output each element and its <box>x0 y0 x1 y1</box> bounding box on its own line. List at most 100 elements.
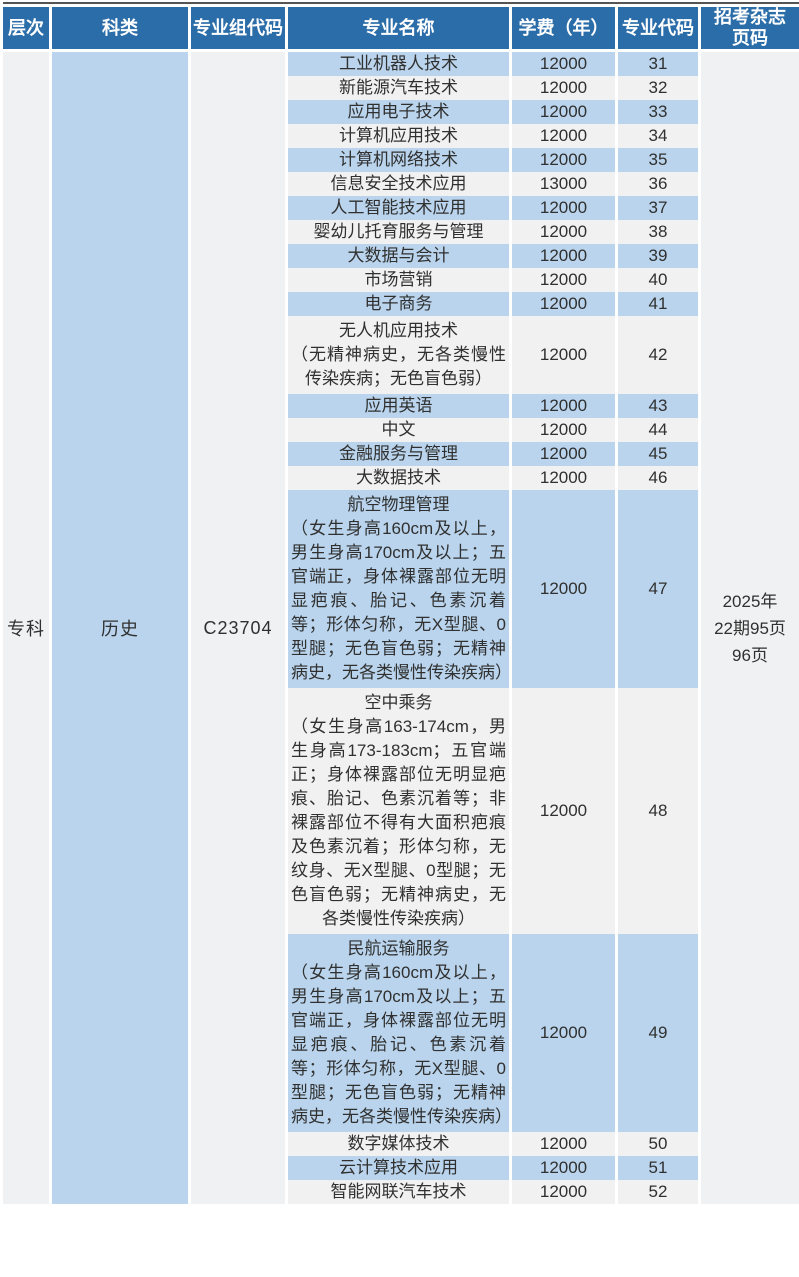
cell-major-code: 46 <box>618 466 701 490</box>
major-requirements-note: （女生身高160cm及以上，男生身高170cm及以上；五官端正，身体裸露部位无明… <box>291 963 512 1126</box>
table-row: 计算机网络技术 12000 35 <box>3 148 799 172</box>
cell-major-code: 47 <box>618 490 701 688</box>
cell-major-code: 37 <box>618 196 701 220</box>
cell-tuition: 12000 <box>512 292 618 316</box>
header-major-code: 专业代码 <box>618 7 701 52</box>
cell-major-name: 新能源汽车技术 <box>288 76 512 100</box>
major-name: 空中乘务 <box>364 693 433 712</box>
header-tuition: 学费（年） <box>512 7 618 52</box>
cell-major-name: 航空物理管理 （女生身高160cm及以上，男生身高170cm及以上；五官端正，身体… <box>288 490 512 688</box>
cell-major-code: 40 <box>618 268 701 292</box>
cell-major-name: 信息安全技术应用 <box>288 172 512 196</box>
major-name: 婴幼儿托育服务与管理 <box>313 222 484 241</box>
cell-major-name: 人工智能技术应用 <box>288 196 512 220</box>
major-requirements-note: （女生身高160cm及以上，男生身高170cm及以上；五官端正，身体裸露部位无明… <box>291 519 512 682</box>
major-name: 计算机应用技术 <box>339 126 458 145</box>
cell-tuition: 12000 <box>512 934 618 1132</box>
table-row: 云计算技术应用 12000 51 <box>3 1156 799 1180</box>
cell-tuition: 12000 <box>512 442 618 466</box>
cell-tuition: 12000 <box>512 244 618 268</box>
cell-major-name: 无人机应用技术 （无精神病史，无各类慢性传染疾病；无色盲色弱） <box>288 316 512 394</box>
cell-major-code: 33 <box>618 100 701 124</box>
cell-tuition: 12000 <box>512 394 618 418</box>
cell-major-name: 应用电子技术 <box>288 100 512 124</box>
cell-tuition: 12000 <box>512 316 618 394</box>
major-name: 中文 <box>381 420 416 439</box>
cell-tuition: 12000 <box>512 688 618 934</box>
table-row: 计算机应用技术 12000 34 <box>3 124 799 148</box>
cell-major-name: 大数据与会计 <box>288 244 512 268</box>
table-row: 空中乘务 （女生身高163-174cm，男生身高173-183cm；五官端正；身体… <box>3 688 799 934</box>
cell-tuition: 12000 <box>512 196 618 220</box>
cell-tuition: 12000 <box>512 76 618 100</box>
cell-major-code: 51 <box>618 1156 701 1180</box>
cell-major-name: 智能网联汽车技术 <box>288 1180 512 1204</box>
cell-major-name: 数字媒体技术 <box>288 1132 512 1156</box>
cell-major-name: 计算机网络技术 <box>288 148 512 172</box>
cell-major-name: 大数据技术 <box>288 466 512 490</box>
major-name: 信息安全技术应用 <box>330 174 467 193</box>
cell-category: 历史 <box>52 52 191 1204</box>
table-row: 无人机应用技术 （无精神病史，无各类慢性传染疾病；无色盲色弱） 12000 42 <box>3 316 799 394</box>
major-name: 无人机应用技术 <box>339 321 458 340</box>
table-row: 应用英语 12000 43 <box>3 394 799 418</box>
cell-major-name: 工业机器人技术 <box>288 52 512 76</box>
table-row: 应用电子技术 12000 33 <box>3 100 799 124</box>
cell-major-code: 48 <box>618 688 701 934</box>
table-row: 智能网联汽车技术 12000 52 <box>3 1180 799 1204</box>
cell-tuition: 12000 <box>512 148 618 172</box>
cell-tuition: 12000 <box>512 52 618 76</box>
table-body: 专科 历史 C23704 工业机器人技术 12000 31 2025年 22期95页 96页… <box>3 52 799 1204</box>
cell-tuition: 12000 <box>512 100 618 124</box>
header-level: 层次 <box>3 7 52 52</box>
cell-major-name: 金融服务与管理 <box>288 442 512 466</box>
major-name: 应用英语 <box>364 396 433 415</box>
table-row: 航空物理管理 （女生身高160cm及以上，男生身高170cm及以上；五官端正，身体… <box>3 490 799 688</box>
header-magazine-pages: 招考杂志 页码 <box>701 7 799 52</box>
table-row: 婴幼儿托育服务与管理 12000 38 <box>3 220 799 244</box>
cell-major-code: 49 <box>618 934 701 1132</box>
table-row: 电子商务 12000 41 <box>3 292 799 316</box>
cell-major-code: 39 <box>618 244 701 268</box>
top-divider-line <box>3 2 799 4</box>
cell-tuition: 12000 <box>512 418 618 442</box>
cell-major-code: 35 <box>618 148 701 172</box>
cell-major-name: 云计算技术应用 <box>288 1156 512 1180</box>
cell-major-name: 民航运输服务 （女生身高160cm及以上，男生身高170cm及以上；五官端正，身体… <box>288 934 512 1132</box>
cell-major-code: 41 <box>618 292 701 316</box>
header-category: 科类 <box>52 7 191 52</box>
cell-tuition: 12000 <box>512 466 618 490</box>
table-row: 信息安全技术应用 13000 36 <box>3 172 799 196</box>
cell-magazine-pages: 2025年 22期95页 96页 <box>701 52 799 1204</box>
cell-major-code: 34 <box>618 124 701 148</box>
header-major-name: 专业名称 <box>288 7 512 52</box>
cell-major-code: 42 <box>618 316 701 394</box>
major-name: 数字媒体技术 <box>347 1134 450 1153</box>
major-name: 人工智能技术应用 <box>330 198 467 217</box>
cell-major-code: 31 <box>618 52 701 76</box>
major-requirements-note: （无精神病史，无各类慢性传染疾病；无色盲色弱） <box>291 345 506 388</box>
cell-major-code: 44 <box>618 418 701 442</box>
cell-major-name: 市场营销 <box>288 268 512 292</box>
major-requirements-note: （女生身高163-174cm，男生身高173-183cm；五官端正；身体裸露部位… <box>291 717 506 928</box>
major-name: 云计算技术应用 <box>339 1158 458 1177</box>
cell-tuition: 12000 <box>512 268 618 292</box>
cell-major-code: 36 <box>618 172 701 196</box>
cell-major-name: 中文 <box>288 418 512 442</box>
cell-group-code: C23704 <box>191 52 288 1204</box>
cell-major-code: 43 <box>618 394 701 418</box>
table-row: 新能源汽车技术 12000 32 <box>3 76 799 100</box>
major-name: 航空物理管理 <box>347 495 450 514</box>
table-row: 大数据技术 12000 46 <box>3 466 799 490</box>
admissions-table: 层次 科类 专业组代码 专业名称 学费（年） 专业代码 招考杂志 页码 专科 历史… <box>3 7 799 1204</box>
major-name: 新能源汽车技术 <box>339 78 458 97</box>
header-row: 层次 科类 专业组代码 专业名称 学费（年） 专业代码 招考杂志 页码 <box>3 7 799 52</box>
table-row: 数字媒体技术 12000 50 <box>3 1132 799 1156</box>
table-row: 中文 12000 44 <box>3 418 799 442</box>
table-row: 大数据与会计 12000 39 <box>3 244 799 268</box>
cell-tuition: 12000 <box>512 490 618 688</box>
table-row: 市场营销 12000 40 <box>3 268 799 292</box>
cell-tuition: 12000 <box>512 124 618 148</box>
major-name: 电子商务 <box>364 294 433 313</box>
cell-major-code: 45 <box>618 442 701 466</box>
